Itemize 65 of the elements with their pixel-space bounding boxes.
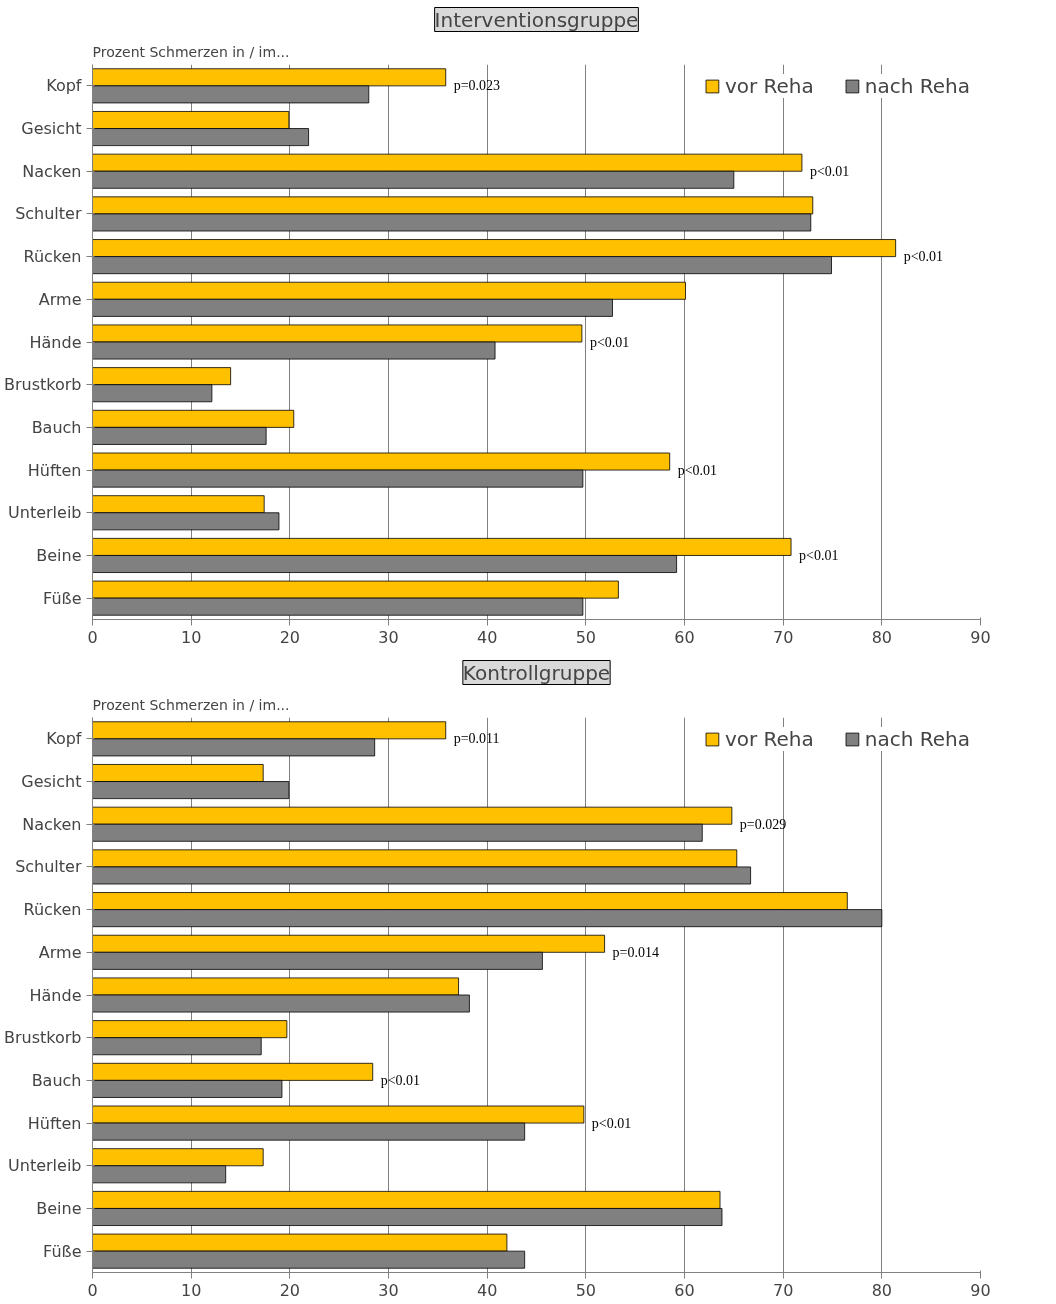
annotation: p<0.01 xyxy=(677,462,718,478)
y-tick-label: Arme xyxy=(38,289,82,309)
y-tick-label: Brustkorb xyxy=(3,375,82,395)
x-tick-label: 50 xyxy=(575,1280,597,1300)
x-tick-label: 30 xyxy=(378,627,399,647)
x-tick-label: 80 xyxy=(871,627,893,647)
y-tick-label: Nacken xyxy=(22,814,82,834)
x-tick-label: 20 xyxy=(279,627,301,647)
annotation: p=0.029 xyxy=(739,816,787,832)
x-tick-label: 90 xyxy=(970,1280,991,1300)
y-tick-label: Hände xyxy=(29,985,82,1005)
x-tick-label: 10 xyxy=(180,1280,202,1300)
x-tick-label: 50 xyxy=(575,627,597,647)
annotation: p<0.01 xyxy=(903,249,944,265)
x-axis-title: Prozent Schmerzen in / im... xyxy=(92,43,290,60)
x-tick-label: 70 xyxy=(772,627,794,647)
y-tick-label: Bauch xyxy=(31,417,82,437)
y-tick-label: Hüften xyxy=(27,460,82,480)
x-tick-label: 40 xyxy=(476,1280,498,1300)
y-tick-label: Unterleib xyxy=(8,503,82,523)
legend-label: vor Reha xyxy=(724,727,814,751)
y-tick-label: Kopf xyxy=(46,76,82,96)
y-tick-label: Schulter xyxy=(15,204,82,224)
chart-title: Interventionsgruppe xyxy=(434,7,639,32)
y-tick-label: Beine xyxy=(36,545,82,565)
x-tick-label: 0 xyxy=(87,1280,98,1300)
annotation: p=0.023 xyxy=(453,78,501,94)
legend-label: nach Reha xyxy=(864,74,970,98)
y-tick-label: Bauch xyxy=(31,1070,82,1090)
annotation: p<0.01 xyxy=(799,547,839,563)
x-tick-label: 20 xyxy=(279,1280,301,1300)
annotation: p<0.01 xyxy=(809,163,850,179)
annotation: p=0.011 xyxy=(453,731,500,747)
x-tick-label: 40 xyxy=(476,627,498,647)
y-tick-label: Füße xyxy=(43,1241,82,1261)
y-tick-label: Kopf xyxy=(46,729,82,749)
y-tick-label: Füße xyxy=(43,588,82,608)
x-tick-label: 60 xyxy=(674,1280,695,1300)
annotation: p<0.01 xyxy=(380,1072,421,1088)
annotation: p<0.01 xyxy=(591,1115,632,1131)
annotation: p<0.01 xyxy=(589,334,630,350)
x-tick-label: 60 xyxy=(674,627,695,647)
x-tick-label: 90 xyxy=(970,627,991,647)
y-tick-label: Arme xyxy=(38,942,82,962)
y-tick-label: Unterleib xyxy=(8,1156,82,1176)
x-tick-label: 30 xyxy=(378,1280,399,1300)
x-tick-label: 80 xyxy=(871,1280,893,1300)
y-tick-label: Gesicht xyxy=(21,119,82,139)
annotation: p=0.014 xyxy=(612,944,659,960)
x-tick-label: 70 xyxy=(772,1280,794,1300)
chart-title: Kontrollgruppe xyxy=(462,660,611,685)
y-tick-label: Rücken xyxy=(23,900,82,920)
y-tick-label: Schulter xyxy=(15,857,82,877)
x-tick-label: 0 xyxy=(87,627,98,647)
y-tick-label: Nacken xyxy=(22,161,82,181)
x-axis-title: Prozent Schmerzen in / im... xyxy=(92,696,290,713)
y-tick-label: Brustkorb xyxy=(3,1028,82,1048)
y-tick-label: Hände xyxy=(29,332,82,352)
y-tick-label: Gesicht xyxy=(21,772,82,792)
y-tick-label: Beine xyxy=(36,1198,82,1218)
y-tick-label: Hüften xyxy=(27,1113,82,1133)
legend-label: nach Reha xyxy=(864,727,970,751)
y-tick-label: Rücken xyxy=(23,247,82,267)
x-tick-label: 10 xyxy=(180,627,202,647)
legend-label: vor Reha xyxy=(724,74,814,98)
